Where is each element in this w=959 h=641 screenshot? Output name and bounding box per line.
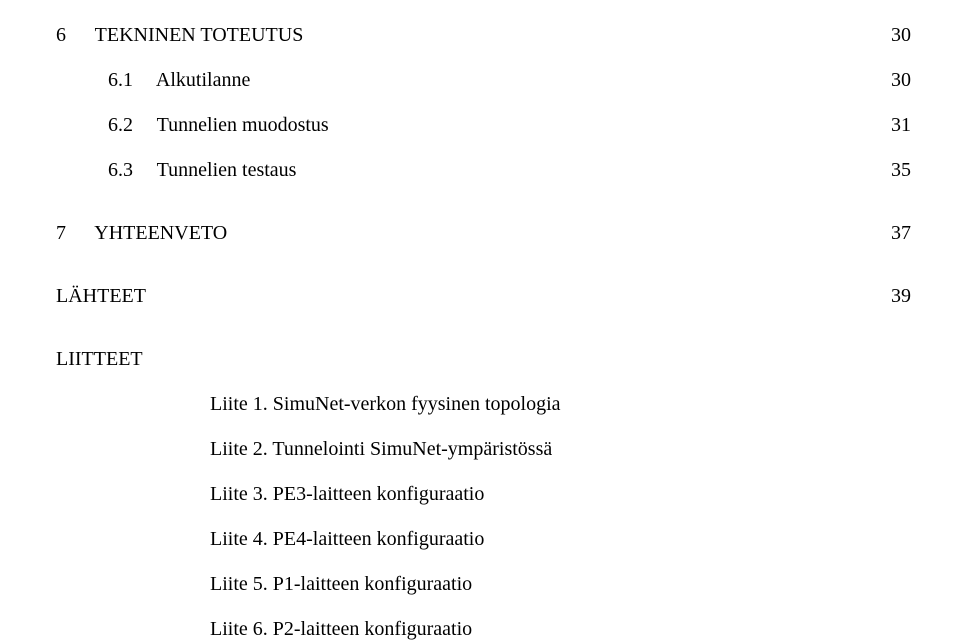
toc-item-label: 6.3 Tunnelien testaus	[108, 159, 296, 182]
liite-label: Liite 4.	[210, 528, 268, 550]
toc-section-6-label: 6 TEKNINEN TOTEUTUS	[56, 24, 303, 47]
liite-label: Liite 1.	[210, 393, 268, 415]
toc-section-7: 7 YHTEENVETO 37	[56, 222, 911, 245]
toc-lahteet: LÄHTEET 39	[56, 285, 911, 308]
liite-item-1: Liite 1. SimuNet-verkon fyysinen topolog…	[56, 393, 911, 416]
liite-item-2: Liite 2. Tunnelointi SimuNet-ympäristöss…	[56, 438, 911, 461]
liite-label: Liite 2.	[210, 438, 268, 460]
toc-liitteet-heading: LIITTEET	[56, 348, 911, 371]
liite-text: P1-laitteen konfiguraatio	[273, 573, 472, 595]
toc-section-6: 6 TEKNINEN TOTEUTUS 30	[56, 24, 911, 47]
toc-liitteet-title: LIITTEET	[56, 348, 143, 370]
toc-item-6-2: 6.2 Tunnelien muodostus 31	[56, 114, 911, 137]
toc-section-7-label: 7 YHTEENVETO	[56, 222, 227, 245]
liite-item-6: Liite 6. P2-laitteen konfiguraatio	[56, 618, 911, 641]
liite-text: PE4-laitteen konfiguraatio	[273, 528, 485, 550]
toc-item-6-1: 6.1 Alkutilanne 30	[56, 69, 911, 92]
liite-item-4: Liite 4. PE4-laitteen konfiguraatio	[56, 528, 911, 551]
toc-number: 7	[56, 222, 90, 245]
toc-lahteet-page: 39	[891, 285, 911, 308]
liite-label: Liite 6.	[210, 618, 268, 640]
toc-item-number: 6.3	[108, 159, 152, 182]
liite-text: Tunnelointi SimuNet-ympäristössä	[272, 438, 552, 460]
toc-title: YHTEENVETO	[94, 222, 227, 244]
toc-item-6-3: 6.3 Tunnelien testaus 35	[56, 159, 911, 182]
toc-item-page: 30	[891, 69, 911, 92]
toc-title: TEKNINEN TOTEUTUS	[95, 24, 304, 46]
liite-label: Liite 5.	[210, 573, 268, 595]
toc-item-number: 6.1	[108, 69, 152, 92]
liite-item-3: Liite 3. PE3-laitteen konfiguraatio	[56, 483, 911, 506]
toc-item-page: 31	[891, 114, 911, 137]
toc-item-label: 6.1 Alkutilanne	[108, 69, 250, 92]
toc-item-title: Alkutilanne	[156, 69, 250, 91]
liite-text: P2-laitteen konfiguraatio	[273, 618, 472, 640]
liite-text: SimuNet-verkon fyysinen topologia	[273, 393, 561, 415]
liite-label: Liite 3.	[210, 483, 268, 505]
toc-item-title: Tunnelien muodostus	[157, 114, 329, 136]
toc-item-number: 6.2	[108, 114, 152, 137]
toc-item-page: 35	[891, 159, 911, 182]
toc-item-label: 6.2 Tunnelien muodostus	[108, 114, 329, 137]
toc-page: 30	[891, 24, 911, 47]
toc-item-title: Tunnelien testaus	[157, 159, 297, 181]
toc-page: 37	[891, 222, 911, 245]
toc-number: 6	[56, 24, 90, 47]
liite-item-5: Liite 5. P1-laitteen konfiguraatio	[56, 573, 911, 596]
toc-lahteet-title: LÄHTEET	[56, 285, 146, 308]
liite-text: PE3-laitteen konfiguraatio	[273, 483, 485, 505]
